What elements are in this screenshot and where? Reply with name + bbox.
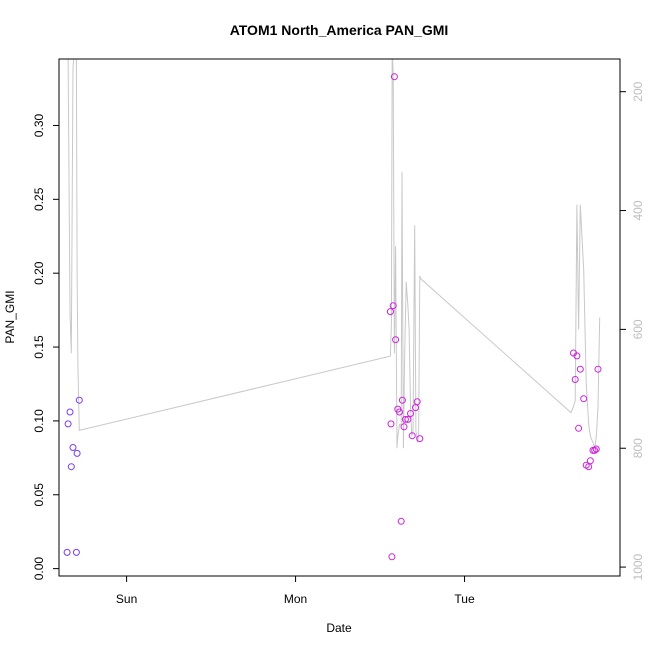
data-point [387, 420, 395, 428]
chart-title: ATOM1 North_America PAN_GMI [230, 22, 449, 38]
y-tick-label: 0.10 [32, 409, 46, 433]
data-point [392, 336, 400, 344]
data-point [594, 365, 602, 373]
data-point [75, 396, 83, 404]
data-point [64, 420, 72, 428]
y-axis-label: PAN_GMI [3, 290, 17, 343]
y-tick-label: 0.20 [32, 261, 46, 285]
data-point [389, 302, 397, 310]
y2-tick-label: 200 [631, 81, 645, 101]
data-point [576, 365, 584, 373]
data-point [407, 410, 414, 417]
x-axis: Sun Mon Tue [116, 576, 475, 606]
data-point [592, 445, 600, 453]
data-point [580, 395, 588, 403]
data-point [398, 396, 406, 404]
x-tick-label: Mon [284, 592, 307, 606]
y-tick-label: 0.30 [32, 113, 46, 137]
data-point [388, 553, 396, 561]
x-axis-label: Date [326, 621, 352, 635]
data-point [69, 444, 77, 451]
data-point [408, 432, 416, 440]
y2-axis: 200 400 600 800 1000 [620, 81, 645, 580]
pressure-line [67, 59, 601, 449]
data-point [591, 446, 599, 454]
data-point [390, 73, 398, 81]
pan-gmi-points [63, 73, 602, 561]
y2-tick-label: 600 [631, 319, 645, 339]
data-point [575, 424, 583, 432]
plot-frame [58, 58, 621, 577]
data-point [386, 308, 394, 316]
data-point [413, 398, 421, 406]
data-point [573, 352, 581, 360]
data-point [72, 548, 80, 556]
pressure-line-series [67, 59, 601, 449]
data-point [73, 449, 81, 457]
y-axis: 0.00 0.05 0.10 0.15 0.20 0.25 0.30 [32, 113, 59, 580]
data-point [63, 548, 71, 556]
y2-tick-label: 1000 [631, 553, 645, 580]
y-tick-label: 0.15 [32, 335, 46, 359]
data-point [571, 376, 579, 383]
y2-tick-label: 400 [631, 200, 645, 220]
data-point [66, 408, 74, 416]
y-tick-label: 0.05 [32, 483, 46, 507]
data-point [396, 408, 403, 416]
x-tick-label: Sun [116, 592, 137, 606]
data-point [416, 435, 424, 443]
data-point [404, 415, 412, 423]
data-point [397, 517, 405, 525]
data-point [400, 423, 408, 431]
x-tick-label: Tue [454, 592, 475, 606]
y-tick-label: 0.25 [32, 187, 46, 211]
y-tick-label: 0.00 [32, 557, 46, 581]
data-point [401, 415, 409, 423]
y2-tick-label: 800 [631, 438, 645, 458]
data-point [67, 463, 75, 471]
data-point [586, 457, 594, 465]
